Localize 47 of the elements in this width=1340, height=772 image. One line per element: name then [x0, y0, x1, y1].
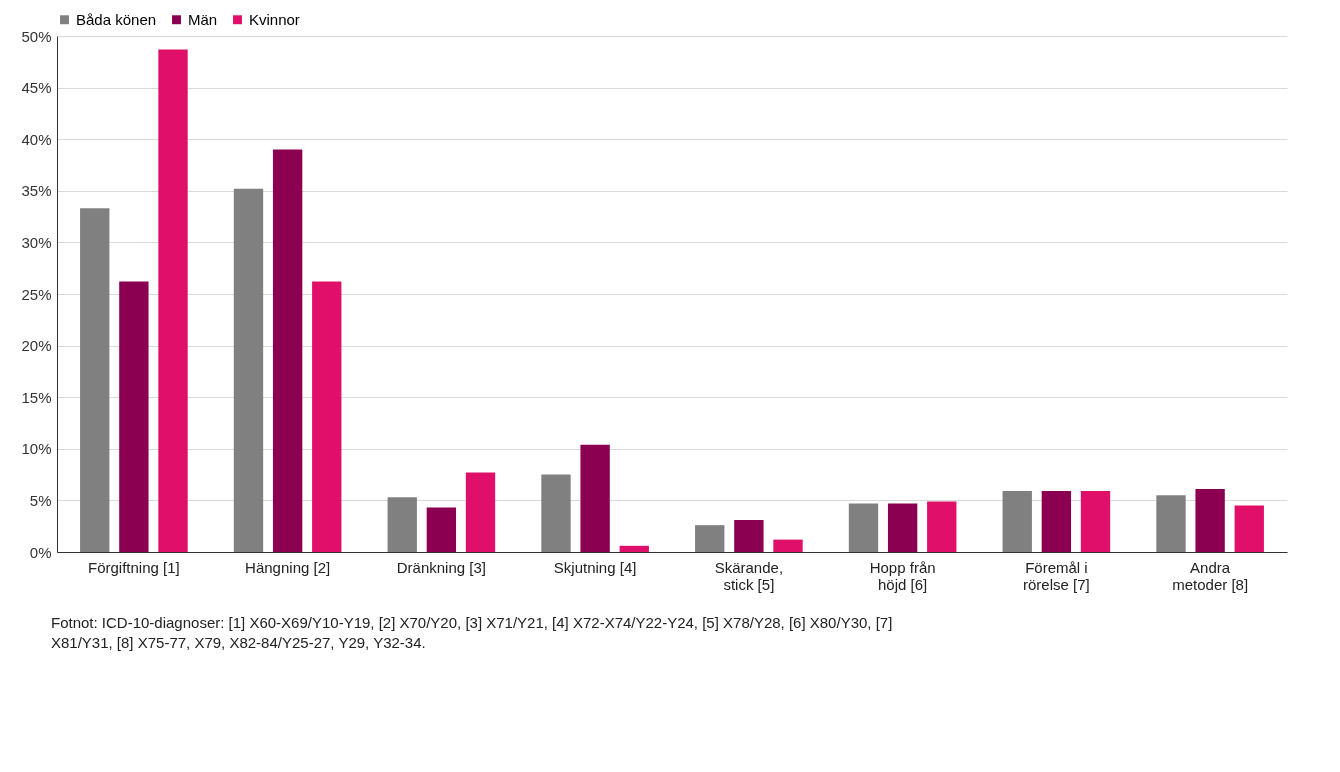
- y-tick-label: 40%: [21, 130, 52, 148]
- bar: [773, 539, 803, 552]
- bar: [887, 503, 918, 552]
- bar: [580, 444, 610, 552]
- bar: [848, 503, 879, 552]
- bar: [272, 149, 303, 552]
- bar: [312, 281, 342, 552]
- bar: [927, 501, 957, 552]
- x-tick-label: Förgiftning [1]: [88, 558, 180, 576]
- y-tick-label: 20%: [21, 337, 52, 355]
- bar: [1080, 491, 1111, 552]
- bar: [1041, 491, 1072, 552]
- x-tick-label: Andra metoder [8]: [1172, 558, 1249, 593]
- bar: [426, 507, 457, 552]
- y-tick-label: 45%: [21, 79, 52, 97]
- bar: [1195, 489, 1225, 552]
- bar: [1234, 505, 1264, 552]
- bar: [80, 208, 110, 552]
- bar: [465, 472, 496, 552]
- bar: [387, 497, 417, 552]
- x-tick-label: Hängning [2]: [245, 558, 331, 576]
- x-tick-label: Föremål i rörelse [7]: [1023, 558, 1090, 593]
- y-tick-label: 25%: [21, 285, 52, 303]
- y-tick-label: 15%: [21, 388, 52, 406]
- x-tick-label: Hopp från höjd [6]: [869, 558, 936, 593]
- legend-label: Båda könen: [76, 10, 157, 28]
- y-tick-label: 0%: [29, 543, 52, 561]
- y-tick-label: 30%: [21, 233, 52, 251]
- x-tick-label: Dränkning [3]: [396, 558, 486, 576]
- bar: [158, 49, 188, 552]
- bar: [541, 474, 571, 552]
- bar: [233, 188, 264, 552]
- bar: [734, 520, 764, 552]
- bar: [119, 281, 149, 552]
- y-tick-label: 50%: [21, 27, 52, 45]
- y-tick-label: 5%: [29, 491, 52, 509]
- x-tick-label: Skärande, stick [5]: [714, 558, 784, 593]
- y-tick-label: 10%: [21, 440, 52, 458]
- bar: [619, 545, 649, 552]
- legend-label: Män: [188, 10, 218, 28]
- y-tick-label: 35%: [21, 182, 52, 200]
- bar: [1156, 495, 1186, 552]
- bar: [695, 525, 725, 552]
- legend-label: Kvinnor: [249, 10, 300, 28]
- text: Fotnot: ICD-10-diagnoser: [1] X60-X69/Y10-Y19, [2] X70/Y20, [3] X71/Y21, [4] X72-X74/Y22-Y24, [5] X78/Y28, [6] X80/Y30, [7] X81/Y31, [8] X75-77, X79, X82-84/Y25-27, Y29, Y32-34.: [50, 614, 893, 651]
- x-tick-label: Skjutning [4]: [553, 558, 637, 576]
- bar: [1002, 491, 1032, 552]
